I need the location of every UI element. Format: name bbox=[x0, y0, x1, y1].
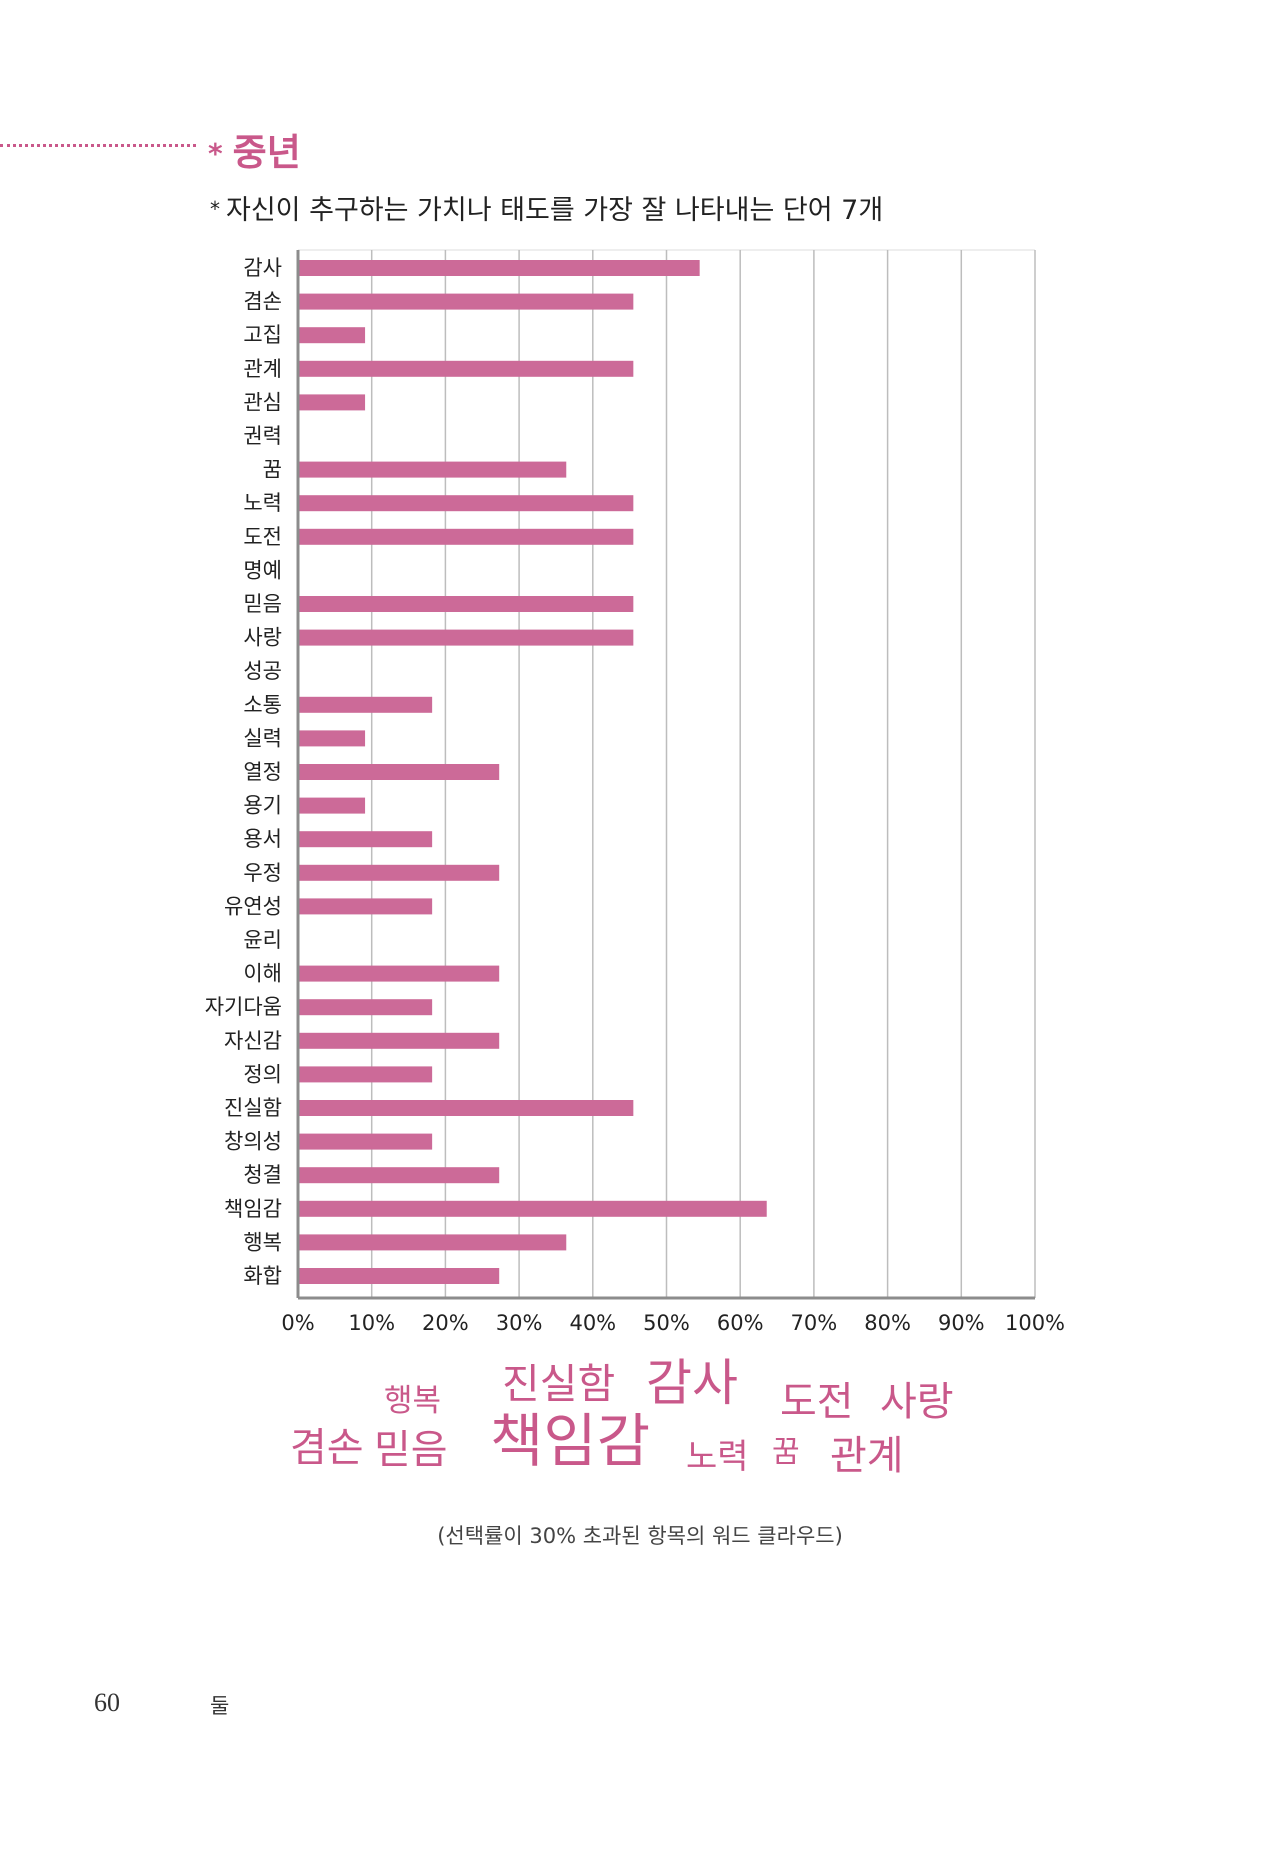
cloud-word: 노력 bbox=[686, 1437, 749, 1477]
category-label: 도전 bbox=[243, 525, 282, 549]
category-label: 자기다움 bbox=[205, 995, 282, 1019]
bar bbox=[298, 629, 634, 646]
bar bbox=[298, 1133, 433, 1150]
category-label: 정의 bbox=[243, 1062, 282, 1086]
bar-chart: 0% 10% 20% 30% 40% 50% 60% 70% 80% 90% 100% 감사겸손고집관… bbox=[205, 249, 1065, 1335]
bar bbox=[298, 327, 366, 344]
x-tick-label: 20% bbox=[422, 1311, 469, 1335]
category-label: 용서 bbox=[243, 827, 282, 851]
bar bbox=[298, 797, 366, 814]
word-cloud: 행복 진실함 감사 도전 사랑 겸손 믿음 책임감 노력 꿈 관계 bbox=[0, 1354, 1280, 1510]
category-label: 감사 bbox=[243, 256, 282, 280]
category-label: 용기 bbox=[243, 794, 282, 818]
bar bbox=[298, 1032, 500, 1049]
category-label: 소통 bbox=[243, 693, 282, 717]
chart-subtitle: * 자신이 추구하는 가치나 태도를 가장 잘 나타내는 단어 7개 bbox=[210, 188, 883, 227]
bar bbox=[298, 1100, 634, 1116]
bar bbox=[298, 1234, 567, 1251]
word-cloud-caption: (선택률이 30% 초과된 항목의 워드 클라우드) bbox=[437, 1524, 843, 1548]
category-label: 믿음 bbox=[243, 592, 282, 616]
x-tick-label: 0% bbox=[281, 1311, 314, 1335]
cloud-word: 꿈 bbox=[772, 1435, 800, 1470]
chart-subtitle-marker: * bbox=[210, 197, 220, 221]
x-tick-label: 30% bbox=[496, 1311, 543, 1335]
category-label: 사랑 bbox=[243, 626, 282, 650]
x-tick-label: 10% bbox=[348, 1311, 395, 1335]
cloud-word: 사랑 bbox=[880, 1379, 954, 1425]
category-label: 노력 bbox=[243, 491, 282, 515]
running-head: 둘 bbox=[210, 1694, 230, 1718]
x-tick-label: 40% bbox=[569, 1311, 616, 1335]
cloud-word: 진실함 bbox=[502, 1360, 616, 1408]
bar bbox=[298, 394, 366, 411]
bar bbox=[298, 1268, 500, 1284]
category-label: 이해 bbox=[243, 962, 282, 986]
bar bbox=[298, 831, 433, 848]
cloud-word: 믿음 bbox=[374, 1427, 448, 1473]
x-tick-label: 80% bbox=[864, 1311, 911, 1335]
category-label: 권력 bbox=[243, 424, 282, 448]
bar bbox=[298, 360, 634, 377]
cloud-word: 겸손 bbox=[290, 1425, 364, 1471]
bar bbox=[298, 1066, 433, 1083]
category-label: 책임감 bbox=[224, 1197, 282, 1221]
category-label: 창의성 bbox=[224, 1130, 282, 1154]
category-label: 명예 bbox=[243, 558, 282, 582]
category-label: 관계 bbox=[243, 357, 282, 381]
category-label: 성공 bbox=[243, 659, 282, 683]
category-label: 우정 bbox=[243, 861, 282, 885]
section-dotted-rule bbox=[0, 144, 196, 147]
bar bbox=[298, 898, 433, 915]
bar bbox=[298, 1200, 767, 1217]
bar bbox=[298, 260, 700, 276]
section-title-text: 중년 bbox=[232, 131, 301, 174]
x-tick-label: 70% bbox=[791, 1311, 838, 1335]
category-label: 고집 bbox=[243, 323, 282, 347]
cloud-word: 감사 bbox=[646, 1354, 738, 1412]
category-label: 관심 bbox=[243, 390, 282, 414]
x-tick-label: 50% bbox=[643, 1311, 690, 1335]
bar bbox=[298, 696, 433, 713]
x-tick-label: 60% bbox=[717, 1311, 764, 1335]
chart-subtitle-text: 자신이 추구하는 가치나 태도를 가장 잘 나타내는 단어 7개 bbox=[226, 195, 884, 226]
bar bbox=[298, 764, 500, 780]
category-label: 행복 bbox=[243, 1230, 282, 1254]
category-label: 유연성 bbox=[224, 894, 282, 918]
bar bbox=[298, 293, 634, 310]
category-label: 겸손 bbox=[243, 290, 282, 314]
category-label: 실력 bbox=[243, 726, 282, 750]
category-label: 열정 bbox=[243, 760, 282, 784]
cloud-word: 도전 bbox=[780, 1379, 854, 1425]
bar bbox=[298, 730, 366, 747]
section-title-marker: * bbox=[208, 137, 223, 170]
cloud-word: 책임감 bbox=[490, 1407, 651, 1475]
category-label: 자신감 bbox=[224, 1029, 282, 1053]
category-label: 진실함 bbox=[224, 1096, 282, 1120]
bar bbox=[298, 999, 433, 1016]
x-tick-label: 100% bbox=[1005, 1311, 1065, 1335]
bar bbox=[298, 864, 500, 881]
category-label: 윤리 bbox=[243, 928, 282, 952]
cloud-word: 행복 bbox=[384, 1383, 442, 1419]
bar bbox=[298, 495, 634, 512]
category-label: 청결 bbox=[243, 1163, 282, 1187]
category-label: 꿈 bbox=[263, 458, 282, 482]
section-title: * 중년 bbox=[208, 122, 301, 176]
bar bbox=[298, 528, 634, 545]
bar bbox=[298, 1167, 500, 1184]
bar bbox=[298, 596, 634, 612]
bar bbox=[298, 461, 567, 478]
bar bbox=[298, 965, 500, 982]
cloud-word: 관계 bbox=[830, 1433, 904, 1479]
page-number: 60 bbox=[94, 1688, 120, 1717]
category-label: 화합 bbox=[243, 1264, 282, 1288]
x-tick-label: 90% bbox=[938, 1311, 985, 1335]
